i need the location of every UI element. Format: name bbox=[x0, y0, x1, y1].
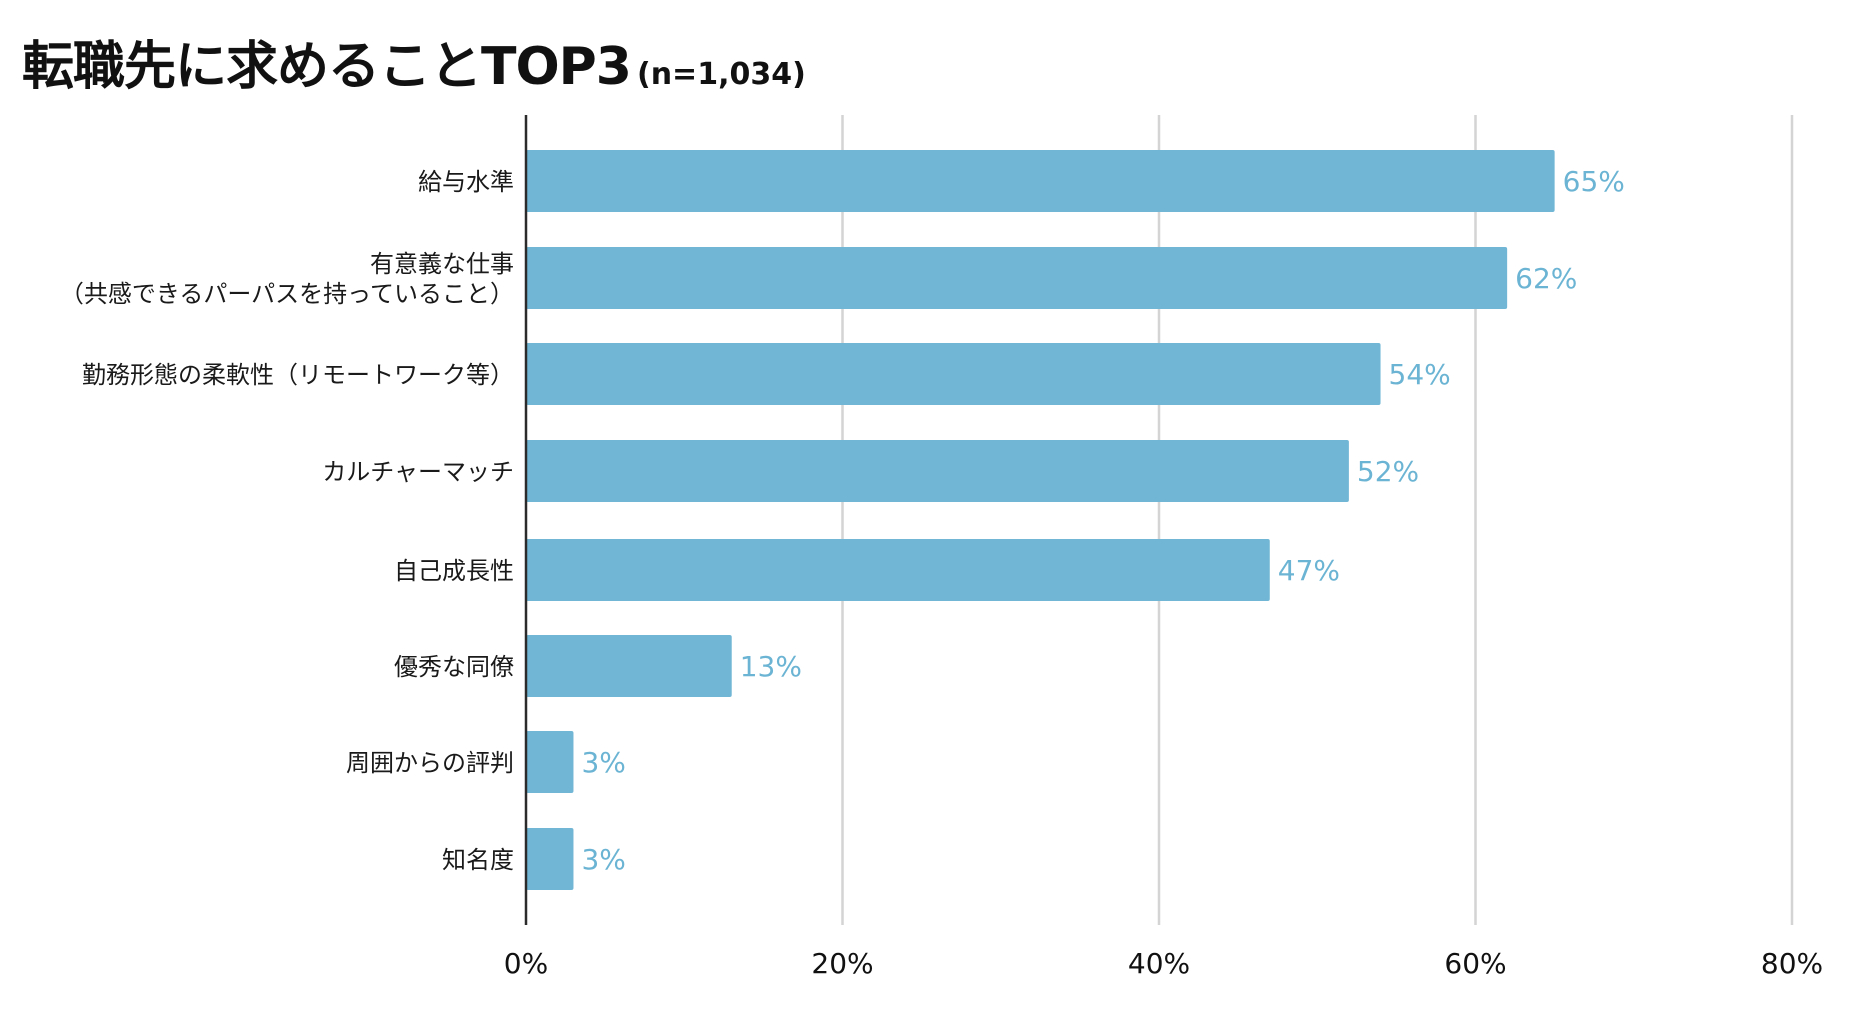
value-label-3: 52% bbox=[1357, 455, 1419, 488]
value-label-0: 65% bbox=[1563, 165, 1625, 198]
category-label-6: 周囲からの評判 bbox=[346, 749, 514, 777]
bar-1 bbox=[526, 247, 1507, 309]
bar-6 bbox=[526, 731, 573, 793]
x-tick-label-0: 0% bbox=[504, 947, 548, 980]
category-label-0: 給与水準 bbox=[418, 168, 514, 196]
x-tick-label-40: 40% bbox=[1128, 947, 1190, 980]
bars bbox=[526, 150, 1555, 890]
value-label-4: 47% bbox=[1278, 554, 1340, 587]
x-tick-label-20: 20% bbox=[811, 947, 873, 980]
value-label-1: 62% bbox=[1515, 262, 1577, 295]
category-label-5: 優秀な同僚 bbox=[394, 653, 514, 681]
gridlines bbox=[843, 115, 1793, 925]
x-tick-label-60: 60% bbox=[1444, 947, 1506, 980]
x-tick-label-80: 80% bbox=[1761, 947, 1823, 980]
bar-5 bbox=[526, 635, 732, 697]
category-label-1: 有意義な仕事（共感できるパーパスを持っていること） bbox=[60, 250, 514, 308]
category-label-3: カルチャーマッチ bbox=[322, 458, 514, 486]
bar-0 bbox=[526, 150, 1555, 212]
bar-2 bbox=[526, 343, 1381, 405]
bar-7 bbox=[526, 828, 573, 890]
bar-4 bbox=[526, 539, 1270, 601]
value-label-5: 13% bbox=[740, 650, 802, 683]
x-tick-labels: 0% 20% 40% 60% 80% bbox=[504, 947, 1823, 980]
category-label-7: 知名度 bbox=[442, 846, 514, 874]
value-label-7: 3% bbox=[581, 843, 625, 876]
bar-3 bbox=[526, 440, 1349, 502]
value-label-6: 3% bbox=[581, 746, 625, 779]
category-label-2: 勤務形態の柔軟性（リモートワーク等） bbox=[82, 361, 514, 389]
category-label-4: 自己成長性 bbox=[394, 557, 514, 585]
value-label-2: 54% bbox=[1389, 358, 1451, 391]
